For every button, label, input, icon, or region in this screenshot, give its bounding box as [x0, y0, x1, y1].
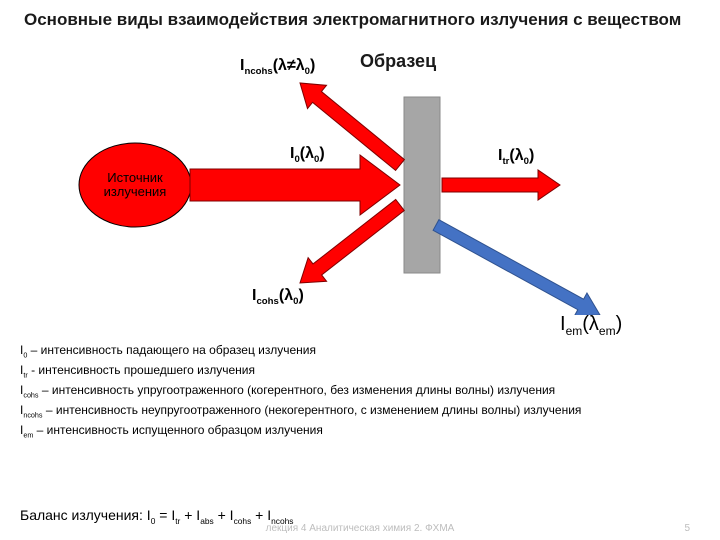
- label-Icohs: Icohs(λ0): [252, 287, 304, 307]
- desc-line: Iem – интенсивность испущенного образцом…: [20, 422, 700, 440]
- label-Iem: Iem(λem): [560, 313, 622, 338]
- label-I0: I0(λ0): [290, 145, 325, 165]
- desc-line: Icohs – интенсивность упругоотраженного …: [20, 382, 700, 400]
- source-label: Источник излучения: [83, 149, 187, 221]
- diagram-area: Источник излучения: [0, 55, 720, 315]
- balance-formula: I0 = Itr + Iabs + Icohs + Incohs: [147, 507, 294, 523]
- label-Itr: Itr(λ0): [498, 147, 534, 167]
- desc-line: Itr - интенсивность прошедшего излучения: [20, 362, 700, 380]
- desc-line: I0 – интенсивность падающего на образец …: [20, 342, 700, 360]
- descriptions: I0 – интенсивность падающего на образец …: [20, 340, 700, 443]
- footer-text: лекция 4 Аналитическая химия 2. ФХМА: [0, 523, 720, 534]
- desc-line: Incohs – интенсивность неупругоотраженно…: [20, 402, 700, 420]
- balance-label: Баланс излучения:: [20, 507, 147, 523]
- slide-number: 5: [684, 523, 690, 534]
- slide-title: Основные виды взаимодействия электромагн…: [24, 10, 684, 30]
- label-Incohs: Incohs(λ≠λ0): [240, 57, 315, 77]
